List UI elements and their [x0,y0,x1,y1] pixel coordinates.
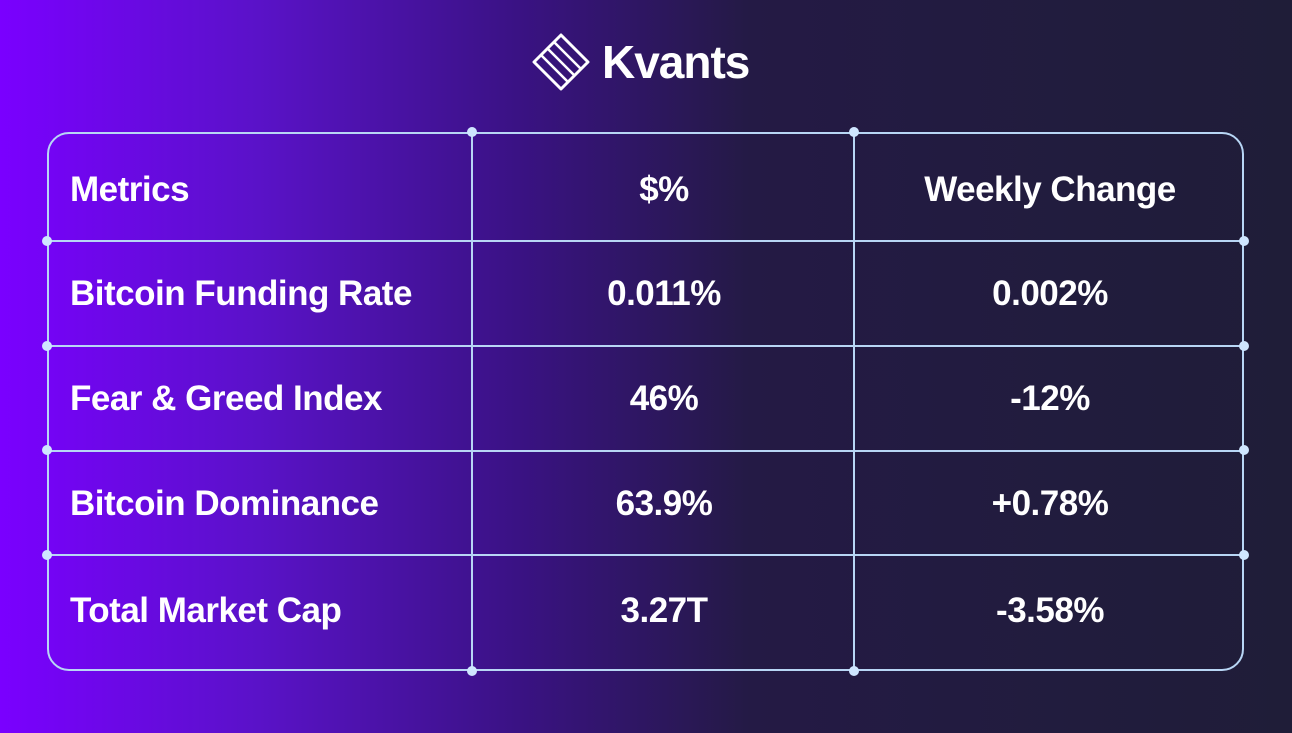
grid-dot [1239,550,1249,560]
row-1-metric: Bitcoin Funding Rate [70,274,412,313]
row-4-metric: Total Market Cap [70,591,342,630]
grid-dot [467,127,477,137]
grid-dot [849,666,859,676]
brand-name: Kvants [602,36,750,88]
row-3-weekly-change: +0.78% [991,484,1109,523]
row-divider [47,240,1244,242]
column-divider [853,132,855,671]
row-1-weekly-change: 0.002% [992,274,1108,313]
row-divider [47,450,1244,452]
header-value: $% [639,170,689,209]
brand-logo: Kvants [532,33,750,91]
row-divider [47,554,1244,556]
header-metrics: Metrics [70,170,190,209]
grid-dot [467,666,477,676]
row-2-value: 46% [629,379,699,418]
grid-dot [1239,236,1249,246]
striped-diamond-icon [532,33,590,91]
grid-dot [42,445,52,455]
grid-dot [1239,445,1249,455]
row-3-metric: Bitcoin Dominance [70,484,379,523]
row-4-value: 3.27T [620,591,709,630]
row-2-metric: Fear & Greed Index [70,379,382,418]
grid-dot [42,236,52,246]
grid-dot [42,550,52,560]
column-divider [471,132,473,671]
row-1-value: 0.011% [607,274,721,313]
metrics-table [47,132,1244,671]
grid-dot [849,127,859,137]
row-2-weekly-change: -12% [1010,379,1090,418]
grid-dot [42,341,52,351]
row-4-weekly-change: -3.58% [996,591,1104,630]
header-weekly-change: Weekly Change [924,170,1176,209]
row-3-value: 63.9% [615,484,713,523]
row-divider [47,345,1244,347]
grid-dot [1239,341,1249,351]
